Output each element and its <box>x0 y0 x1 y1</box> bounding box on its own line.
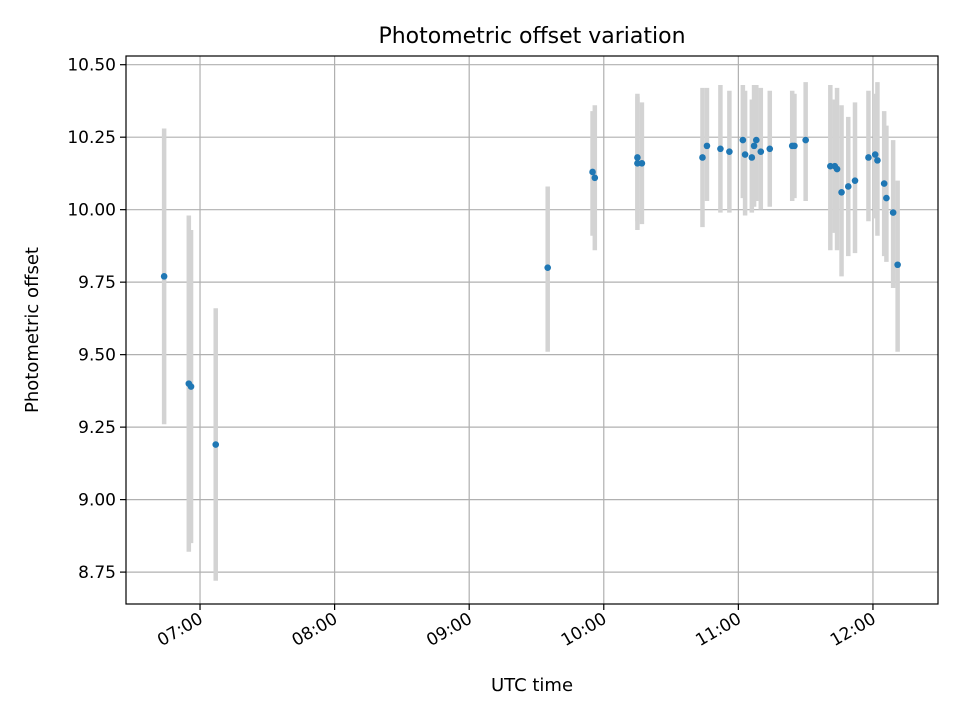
x-tick-label: 09:00 <box>423 609 475 651</box>
data-point <box>187 383 195 390</box>
data-point <box>589 168 596 176</box>
grid-layer <box>126 56 938 604</box>
data-point <box>889 209 897 216</box>
data-point <box>833 165 841 173</box>
data-point <box>212 441 220 448</box>
y-tick-label: 10.00 <box>67 201 116 221</box>
data-point <box>591 174 599 182</box>
data-point <box>748 154 756 161</box>
data-point-layer <box>160 136 901 448</box>
data-point <box>757 148 765 155</box>
y-tick-label: 9.50 <box>78 346 116 366</box>
x-axis-label: UTC time <box>491 675 573 696</box>
x-tick-label: 10:00 <box>558 609 610 651</box>
data-point <box>766 145 774 153</box>
data-point <box>838 188 845 196</box>
y-tick-label: 8.75 <box>78 563 116 583</box>
data-point <box>703 142 711 150</box>
x-tick-label: 12:00 <box>827 609 879 651</box>
data-point <box>753 136 760 144</box>
data-point <box>865 154 872 161</box>
data-point <box>791 142 798 150</box>
errorbar-layer <box>161 82 900 581</box>
chart-title: Photometric offset variation <box>378 24 685 49</box>
y-tick-label: 10.50 <box>67 56 116 76</box>
data-point <box>544 264 552 271</box>
x-tick-label: 08:00 <box>289 609 341 651</box>
y-tick-label: 10.25 <box>67 128 116 148</box>
x-tick-label: 11:00 <box>692 609 744 651</box>
data-point <box>750 142 758 150</box>
y-tick-label: 9.75 <box>78 273 116 293</box>
data-point <box>634 154 641 161</box>
data-point <box>717 145 724 153</box>
y-axis-label: Photometric offset <box>22 247 43 413</box>
data-point <box>874 157 881 164</box>
data-point <box>726 148 733 155</box>
data-point <box>871 151 879 158</box>
data-point <box>741 151 749 158</box>
y-tick-label: 9.25 <box>78 418 116 438</box>
data-point <box>844 183 852 190</box>
data-point <box>894 261 901 269</box>
y-tick-label: 9.00 <box>78 491 116 511</box>
data-point <box>160 273 168 280</box>
data-point <box>851 177 859 184</box>
data-point <box>699 154 706 161</box>
data-point <box>802 136 809 144</box>
plot-frame <box>125 55 939 605</box>
data-point <box>880 180 888 187</box>
data-point <box>739 136 747 144</box>
data-point <box>638 159 646 167</box>
x-tick-label: 07:00 <box>154 609 206 651</box>
data-point <box>883 194 890 202</box>
